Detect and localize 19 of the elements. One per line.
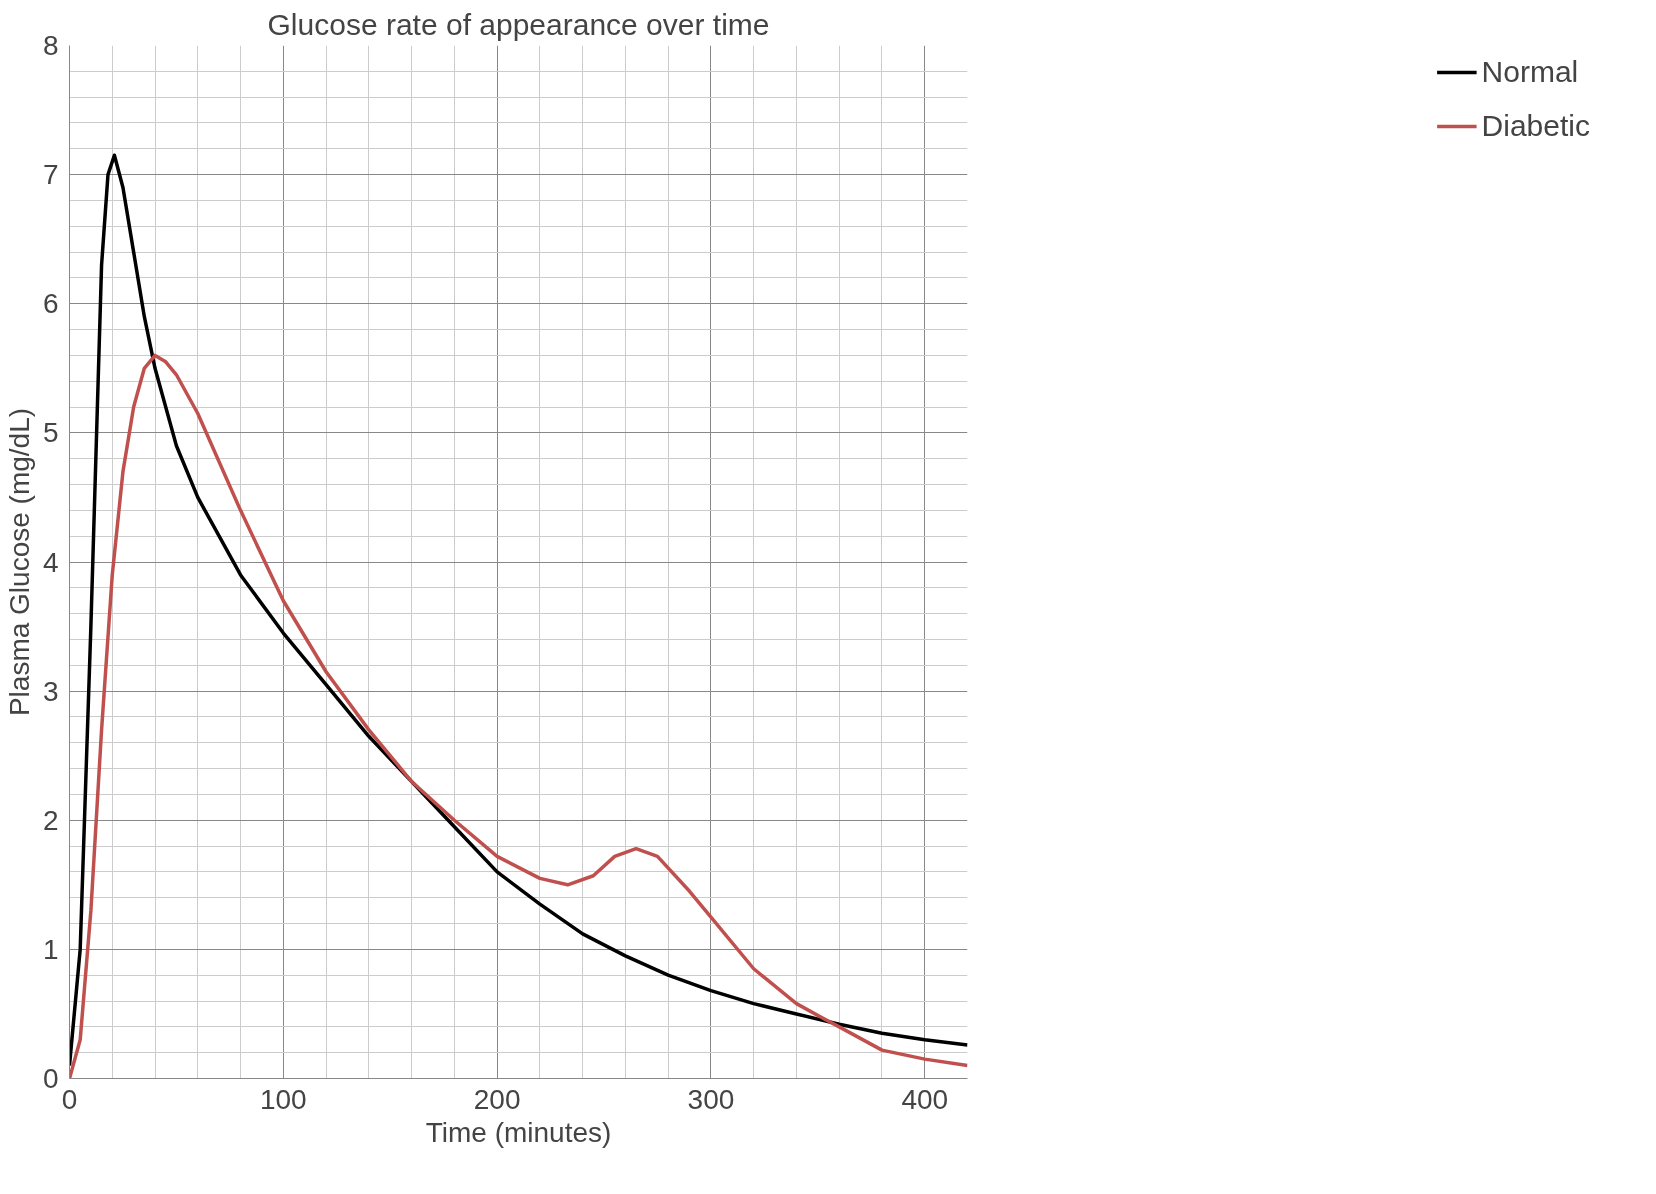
y-tick-label: 2 [42, 804, 59, 836]
x-tick-label: 100 [259, 1083, 307, 1115]
y-tick-label: 3 [42, 675, 59, 707]
y-tick-label: 0 [42, 1063, 59, 1094]
y-tick-label: 7 [42, 159, 59, 191]
legend-label: Diabetic [1481, 109, 1590, 143]
x-tick-label: 200 [473, 1083, 521, 1115]
y-tick-label: 1 [42, 933, 59, 965]
y-tick-label: 4 [42, 546, 59, 578]
y-tick-label: 8 [42, 30, 59, 61]
line-series [69, 153, 968, 1068]
y-tick-label: 5 [42, 417, 59, 449]
legend-label: Normal [1481, 55, 1579, 89]
x-axis-title: Time (minutes) [425, 1116, 612, 1148]
chart-title: Glucose rate of appearance over time [267, 7, 770, 41]
y-axis-title: Plasma Glucose (mg/dL) [3, 407, 35, 717]
y-tick-label: 6 [42, 288, 59, 320]
x-tick-label: 300 [687, 1083, 735, 1115]
x-tick-label: 400 [901, 1083, 949, 1115]
